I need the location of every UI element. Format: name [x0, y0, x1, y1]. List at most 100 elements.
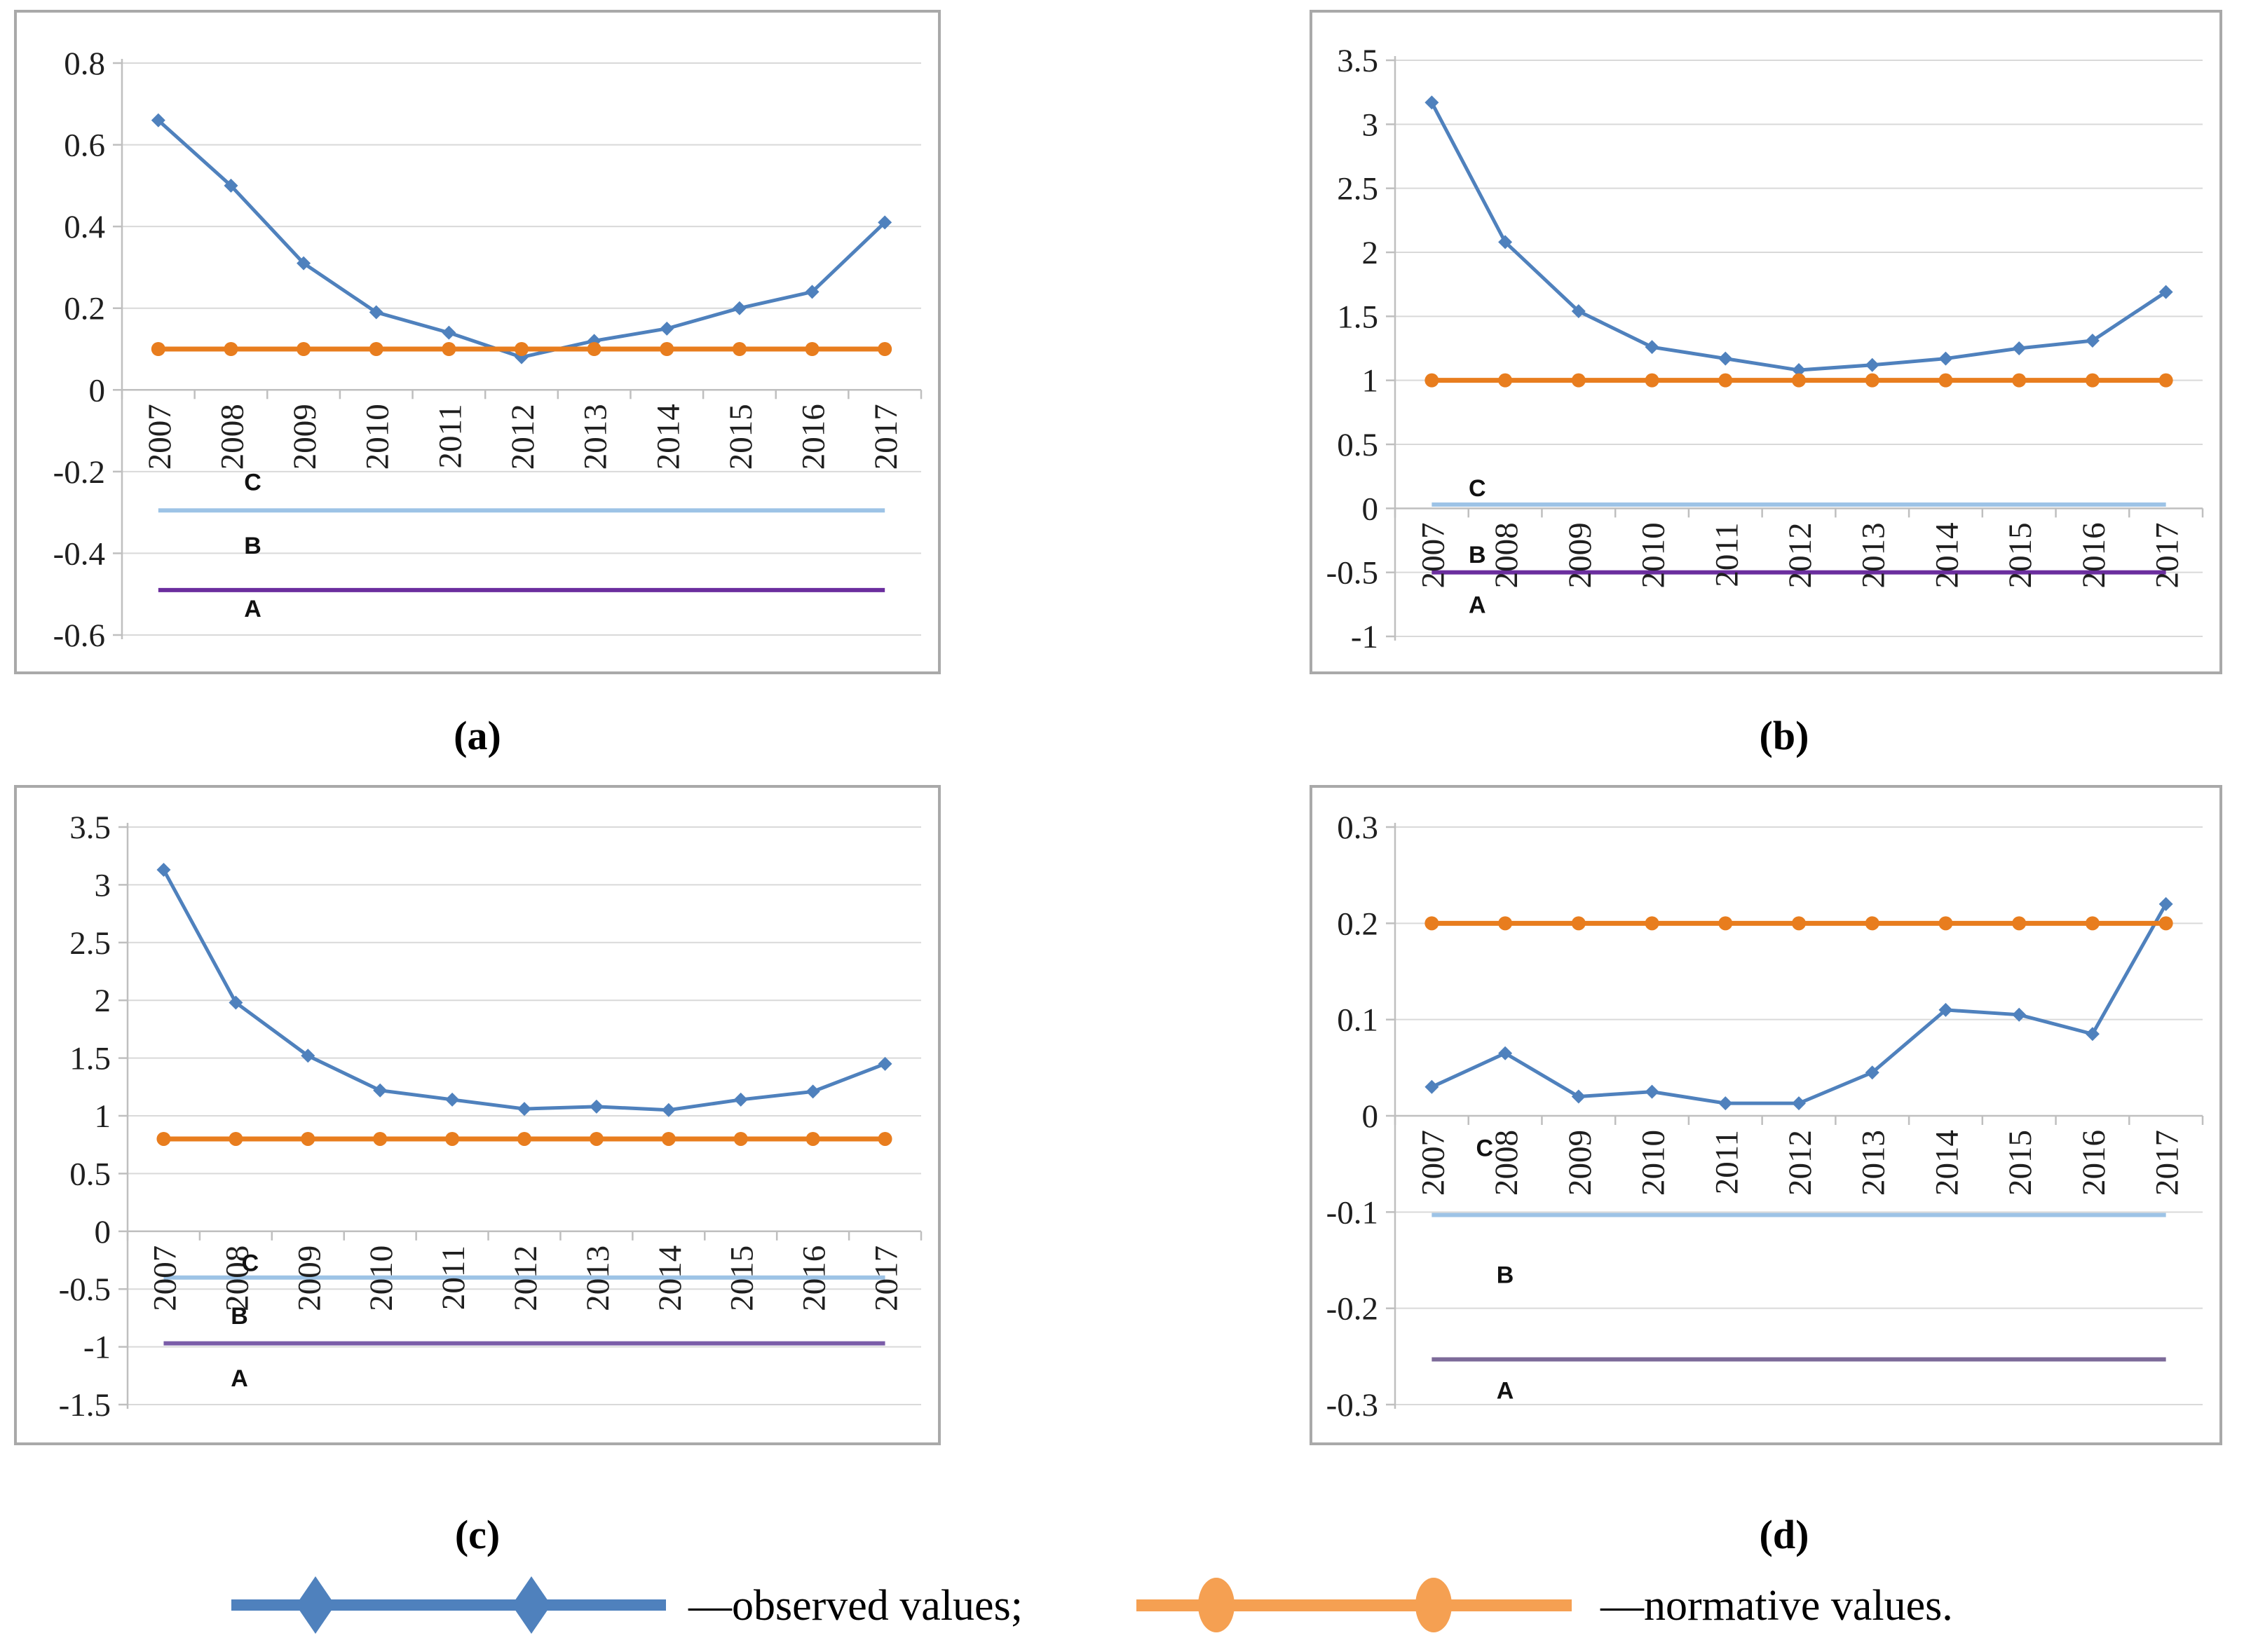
circle-marker-icon [1645, 916, 1659, 931]
diamond-marker-icon [2158, 285, 2173, 299]
year-label: 2016 [2076, 522, 2112, 588]
y-tick-label: 1 [95, 1098, 111, 1135]
axes [113, 59, 923, 639]
circle-marker-icon [878, 1131, 892, 1146]
circle-marker-icon [1792, 916, 1806, 931]
y-tick-label: -0.2 [1326, 1291, 1378, 1327]
diamond-marker-icon [445, 1092, 460, 1107]
year-label: 2011 [432, 404, 468, 468]
year-label: 2015 [2002, 522, 2039, 588]
y-tick-label: 0 [89, 372, 106, 409]
circle-marker-icon [1792, 373, 1806, 388]
year-label: 2008 [1488, 1130, 1525, 1196]
year-label: 2009 [1562, 522, 1598, 588]
year-label: 2015 [724, 1245, 761, 1311]
diamond-marker-icon [1571, 1089, 1586, 1104]
circle-marker-icon [224, 342, 238, 356]
year-label: 2010 [360, 404, 396, 470]
y-tick-label: -0.6 [53, 617, 105, 654]
diamond-marker-icon [151, 113, 165, 128]
diamond-marker-icon [1645, 340, 1659, 355]
circle-marker-icon [1938, 916, 1953, 931]
observed-values-series [1424, 95, 2173, 378]
panel-c-chart: 3.5 3 2.5 2 1.5 1 0.5 0 -0.5 -1 -1.5 2007 2008 2009 20… [14, 785, 941, 1445]
diamond-marker-icon [1865, 1065, 1879, 1080]
diamond-marker-icon [297, 256, 311, 271]
diamond-marker-icon [1498, 1046, 1513, 1060]
diamond-marker-icon [373, 1083, 388, 1098]
axes [1386, 56, 2204, 641]
circle-marker-icon [2158, 373, 2173, 388]
year-label: 2017 [868, 404, 904, 470]
circle-marker-icon [151, 342, 165, 356]
year-label: 2008 [1488, 522, 1525, 588]
diamond-marker-icon [1645, 1084, 1659, 1099]
diamond-marker-icon [442, 325, 456, 340]
circle-marker-icon [517, 1131, 531, 1146]
y-tick-label: 3.5 [1337, 43, 1378, 79]
year-label: 2008 [214, 404, 250, 470]
year-label: 2012 [1782, 522, 1818, 588]
caption-a: (a) [454, 713, 501, 758]
axes [1386, 823, 2204, 1409]
zone-label-C: C [242, 1250, 259, 1276]
y-tick-labels: 0.3 0.2 0.1 0 -0.1 -0.2 -0.3 [1326, 810, 1378, 1424]
circle-marker-icon [515, 342, 529, 356]
y-tick-label: 1.5 [1337, 299, 1378, 335]
zone-label-B: B [231, 1303, 248, 1330]
normative-values-series [1424, 373, 2173, 388]
chart-a-plot: 0.8 0.6 0.4 0.2 0 -0.2 -0.4 -0.6 2007 2008 2009 201… [53, 46, 923, 654]
zone-label-C: C [1476, 1135, 1493, 1161]
y-tick-label: 0 [1362, 491, 1379, 527]
circle-marker-icon [229, 1131, 243, 1146]
diamond-marker-icon [878, 215, 892, 230]
diamond-marker-icon [1718, 1096, 1733, 1111]
y-tick-label: 3.5 [69, 810, 111, 846]
caption-b: (b) [1759, 713, 1809, 758]
y-tick-label: 3 [95, 867, 111, 903]
year-label: 2007 [1415, 522, 1451, 588]
panel-d-chart: 0.3 0.2 0.1 0 -0.1 -0.2 -0.3 2007 2008 2009 2010 20… [1310, 785, 2222, 1445]
diamond-marker-icon [660, 321, 674, 336]
x-tick-labels: 2007 2008 2009 2010 2011 2012 2013 2014 2015 2016… [147, 1245, 904, 1311]
year-label: 2014 [1929, 522, 1965, 588]
diamond-marker-icon [2085, 1027, 2100, 1042]
panel-a-chart: 0.8 0.6 0.4 0.2 0 -0.2 -0.4 -0.6 2007 2008 2009 201… [14, 10, 941, 674]
year-label: 2011 [1708, 1130, 1745, 1194]
diamond-marker-icon [1718, 351, 1733, 366]
circle-marker-icon [589, 1131, 604, 1146]
diamond-marker-icon [2085, 334, 2100, 348]
year-label: 2010 [1636, 1130, 1672, 1196]
circle-marker-icon [301, 1131, 315, 1146]
year-label: 2017 [2149, 522, 2186, 588]
diamond-marker-icon [229, 995, 243, 1010]
y-tick-label: 0.3 [1337, 810, 1378, 846]
x-tick-labels: 2007 2008 2009 2010 2011 2012 2013 2014 2015 2016… [1415, 522, 2185, 588]
diamond-marker-icon [1571, 304, 1586, 319]
circle-marker-icon [2012, 916, 2027, 931]
y-tick-label: 0.1 [1337, 1002, 1378, 1039]
diamond-marker-icon [512, 1576, 551, 1634]
diamond-marker-icon [732, 301, 747, 315]
y-tick-label: 0.2 [64, 291, 105, 327]
year-label: 2014 [652, 1245, 688, 1311]
diamond-marker-icon [224, 178, 238, 193]
normative-series-swatch [1136, 1578, 1572, 1632]
circle-marker-icon [1415, 1578, 1452, 1632]
panel-b-chart: 3.5 3 2.5 2 1.5 1 0.5 0 -0.5 -1 2007 2008 2009 2010 20… [1310, 10, 2222, 674]
year-label: 2009 [287, 404, 323, 470]
diamond-marker-icon [733, 1092, 748, 1107]
y-tick-label: 1.5 [69, 1041, 111, 1077]
year-label: 2009 [1562, 1130, 1598, 1196]
y-tick-label: 0.5 [69, 1156, 111, 1192]
circle-marker-icon [297, 342, 311, 356]
diamond-marker-icon [296, 1576, 335, 1634]
diamond-marker-icon [661, 1103, 676, 1117]
zone-label-C: C [244, 469, 261, 496]
year-label: 2016 [796, 404, 832, 470]
y-tick-labels: 0.8 0.6 0.4 0.2 0 -0.2 -0.4 -0.6 [53, 46, 105, 654]
diamond-marker-icon [2158, 896, 2173, 911]
y-tick-labels: 3.5 3 2.5 2 1.5 1 0.5 0 -0.5 -1 -1.5 [59, 810, 111, 1424]
